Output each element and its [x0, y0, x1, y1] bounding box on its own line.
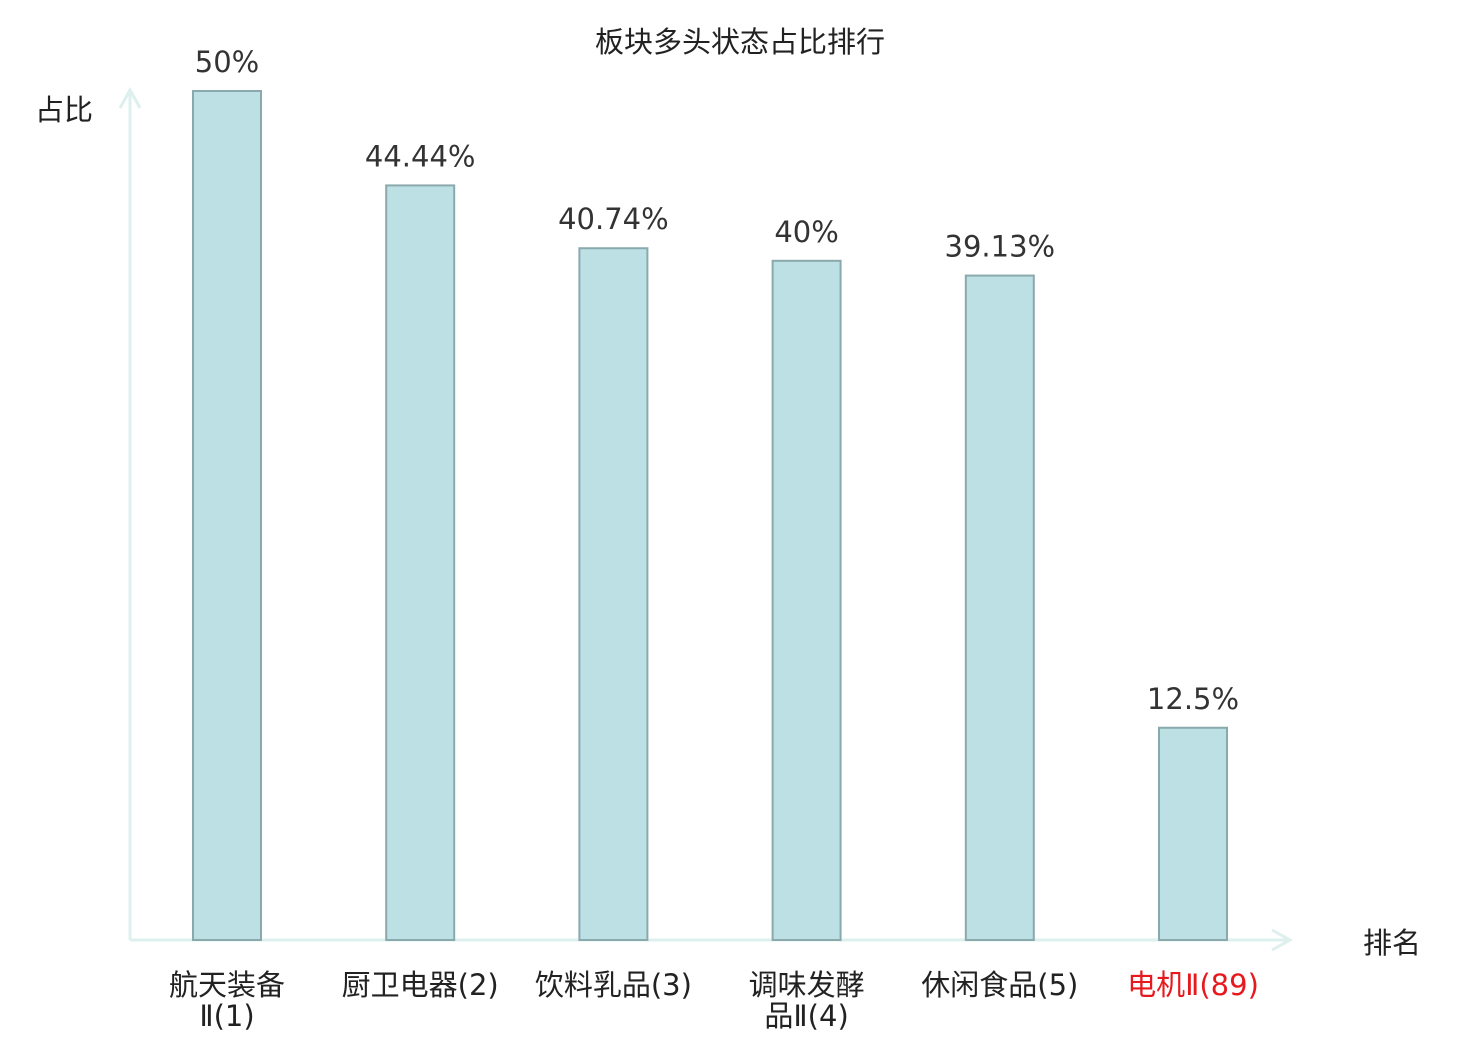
x-tick-label: 休闲食品(5) — [921, 968, 1078, 1002]
x-tick-label: Ⅱ(1) — [199, 999, 254, 1033]
x-axis-label: 排名 — [1363, 926, 1421, 960]
x-axis-arrow — [1271, 928, 1294, 952]
y-axis-label: 占比 — [35, 93, 93, 127]
x-tick-label: 航天装备 — [169, 968, 285, 1002]
x-tick-label: 调味发酵 — [749, 968, 865, 1002]
bar — [192, 90, 262, 941]
bar — [1158, 726, 1228, 941]
value-label: 12.5% — [1147, 682, 1239, 716]
x-tick-label: 厨卫电器(2) — [342, 968, 499, 1002]
value-label: 40.74% — [558, 202, 669, 236]
x-tick-label: 品Ⅱ(4) — [764, 999, 848, 1033]
value-label: 40% — [774, 215, 838, 249]
value-label: 39.13% — [945, 230, 1056, 264]
value-labels: 50% 44.44% 40.74% 40% 39.13% 12.5% — [195, 45, 1239, 716]
bar — [964, 274, 1035, 942]
bar — [771, 259, 842, 941]
value-label: 44.44% — [365, 139, 476, 173]
axes — [118, 86, 1294, 952]
chart-title: 板块多头状态占比排行 — [595, 25, 885, 59]
bars — [192, 90, 1228, 942]
x-tick-label: 饮料乳品(3) — [535, 968, 692, 1002]
bar — [578, 247, 649, 941]
bar — [385, 184, 456, 941]
value-label: 50% — [195, 45, 259, 79]
x-tick-label: 电机Ⅱ(89) — [1127, 968, 1259, 1002]
y-axis-arrow — [118, 86, 142, 109]
